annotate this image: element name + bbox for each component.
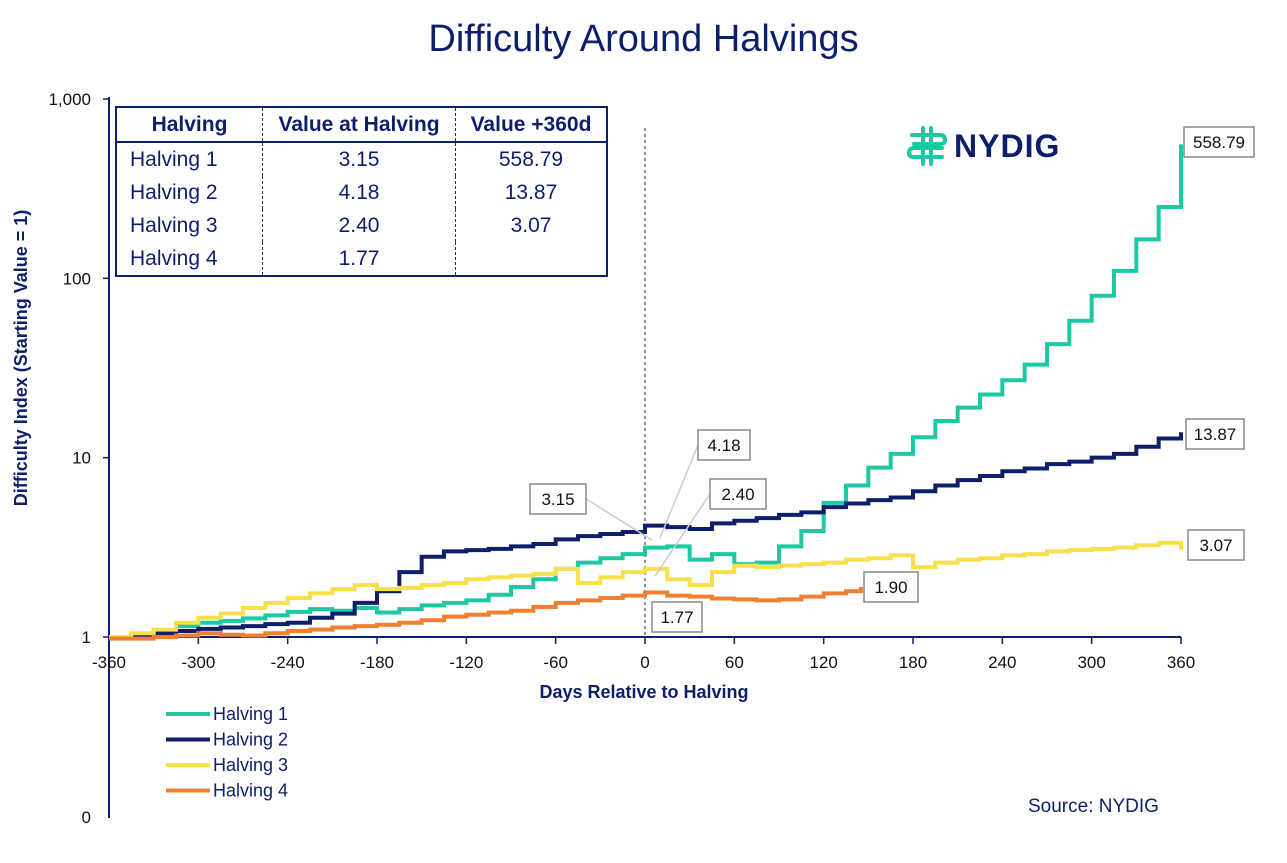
chart-title: Difficulty Around Halvings [428,18,859,60]
logo-wordmark: NYDIG [954,127,1061,164]
callout-leader-line [654,493,711,577]
series-line-halving-2 [109,432,1183,639]
x-tick-label: -180 [360,653,394,672]
table-cell-value-at-halving: 1.77 [262,242,456,276]
table-cell-value-360d: 3.07 [455,209,607,242]
table-cell-halving: Halving 3 [130,213,218,237]
callout-label: 558.79 [1193,133,1245,152]
nydig-logo-icon [906,126,948,166]
x-tick-label: 240 [988,653,1016,672]
callout-label: 1.90 [874,578,907,597]
legend-label: Halving 1 [213,704,288,724]
table-cell-value-at-halving: 2.40 [262,209,456,242]
y-axis-label: Difficulty Index (Starting Value = 1) [11,210,31,507]
x-tick-label: -300 [181,653,215,672]
table-header-halving: Halving [116,107,263,143]
callout-label: 3.07 [1199,536,1232,555]
x-tick-label: -120 [449,653,483,672]
callout-box [1185,418,1245,450]
summary-table: Halving Value at Halving Value +360d Hal… [115,106,608,277]
x-tick-label: 120 [809,653,837,672]
callout-label: 2.40 [721,485,754,504]
table-row: Halving 4 1.77 [116,242,607,276]
callout-box [529,483,587,515]
table-header-row: Halving Value at Halving Value +360d [116,107,607,143]
table-cell-value-360d: 13.87 [455,176,607,209]
x-tick-label: 300 [1077,653,1105,672]
legend-label: Halving 4 [213,781,288,801]
callout-label: 1.77 [660,608,693,627]
x-axis-label: Days Relative to Halving [539,682,748,702]
table-row: Halving 2 4.18 13.87 [116,176,607,209]
callout-box [709,478,767,510]
y-tick-label: 10 [72,449,91,468]
nydig-logo: NYDIG [906,125,1060,167]
series-line-halving-3 [109,540,1183,639]
x-tick-label: -60 [543,653,568,672]
x-tick-label: 0 [640,653,649,672]
callout-box [1187,529,1245,561]
callout-box [863,571,919,603]
callout-box [697,429,751,461]
y-tick-label: 100 [63,269,91,288]
callout-box [1183,126,1255,158]
callout-label: 3.15 [541,490,574,509]
table-cell-value-360d: 558.79 [455,142,607,176]
table-cell-value-at-halving: 3.15 [262,142,456,176]
y-tick-label: 1,000 [48,90,91,109]
table-cell-value-at-halving: 4.18 [262,176,456,209]
legend-label: Halving 2 [213,730,288,750]
y-tick-label: 1 [82,628,91,647]
table-cell-halving: Halving 1 [130,147,218,171]
series-line-halving-1 [109,144,1183,639]
x-tick-label: 60 [725,653,744,672]
series-line-halving-4 [109,587,863,641]
x-tick-label: 180 [899,653,927,672]
callout-box [651,601,703,633]
x-tick-label: -240 [271,653,305,672]
callout-label: 13.87 [1194,425,1237,444]
callout-leader-line [585,498,653,541]
table-row: Halving 3 2.40 3.07 [116,209,607,242]
x-tick-label: -360 [92,653,126,672]
table-cell-halving: Halving 4 [130,246,218,270]
table-header-value-at-halving: Value at Halving [262,107,456,143]
x-tick-label: 360 [1167,653,1195,672]
table-row: Halving 1 3.15 558.79 [116,142,607,176]
table-cell-value-360d [455,242,607,276]
y-tick-label: 0 [82,808,91,827]
callout-label: 4.18 [707,436,740,455]
legend-label: Halving 3 [213,755,288,775]
table-cell-halving: Halving 2 [130,180,218,204]
table-header-value-360d: Value +360d [455,107,607,143]
source-note: Source: NYDIG [1028,796,1159,817]
callout-leader-line [659,444,699,539]
